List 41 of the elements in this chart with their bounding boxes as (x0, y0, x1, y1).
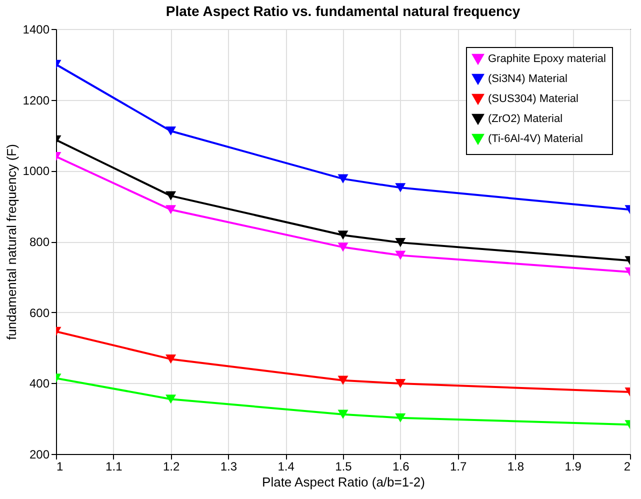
legend-label: (Ti-6Al-4V) Material (488, 133, 583, 145)
x-tick-label: 1.3 (220, 460, 238, 474)
x-tick-label: 1.9 (564, 460, 582, 474)
y-axis-title: fundamental natural frequency (F) (4, 144, 19, 340)
x-tick-label: 2 (624, 460, 631, 474)
point (395, 250, 406, 260)
y-tick-label: 1000 (22, 164, 50, 178)
x-tick-label: 1.6 (392, 460, 410, 474)
legend-label: (ZrO2) Material (488, 113, 563, 125)
point (166, 205, 176, 214)
y-tick-label: 1400 (22, 22, 50, 36)
point (395, 238, 406, 248)
y-tick-label: 200 (29, 448, 50, 462)
x-tick-label: 1.1 (106, 460, 123, 474)
point (338, 174, 348, 184)
legend-label: (SUS304) Material (488, 93, 578, 105)
legend-label: (Si3N4) Material (488, 73, 568, 85)
y-tick-label: 800 (29, 235, 50, 249)
point (338, 376, 348, 385)
point (166, 191, 176, 200)
point (338, 242, 348, 252)
point (338, 230, 348, 240)
y-tick-label: 400 (29, 376, 50, 391)
point (166, 354, 176, 364)
x-axis-title: Plate Aspect Ratio (a/b=1-2) (262, 474, 425, 490)
point (395, 183, 406, 192)
point (166, 394, 176, 404)
point (166, 126, 176, 136)
legend-label: Graphite Epoxy material (488, 53, 606, 65)
point (395, 413, 406, 422)
point (338, 410, 348, 419)
y-tick-label: 600 (29, 306, 50, 320)
x-tick-label: 1.5 (335, 460, 352, 474)
x-tick-label: 1.7 (450, 460, 467, 474)
x-tick-label: 1.8 (507, 460, 524, 474)
x-tick-label: 1 (56, 460, 64, 474)
x-tick-label: 1.4 (278, 460, 295, 474)
y-tick-label: 1200 (22, 93, 50, 108)
point (395, 378, 406, 388)
chart-title: Plate Aspect Ratio vs. fundamental natural frequency (166, 3, 520, 19)
x-tick-label: 1.2 (162, 460, 180, 474)
